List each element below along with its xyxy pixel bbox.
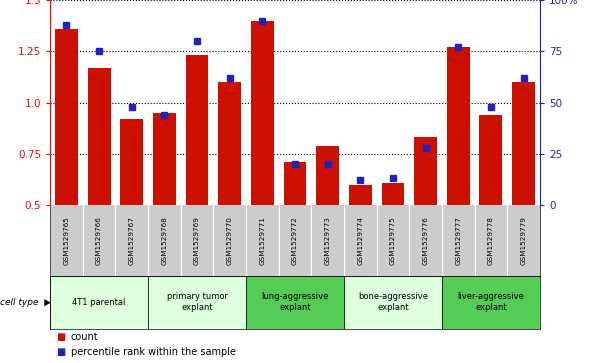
Bar xyxy=(153,113,176,205)
Bar xyxy=(442,276,540,329)
Bar xyxy=(55,29,78,205)
Text: count: count xyxy=(71,332,99,342)
Text: 4T1 parental: 4T1 parental xyxy=(73,298,126,307)
Bar xyxy=(284,162,306,205)
Bar xyxy=(246,276,344,329)
Text: GSM1529769: GSM1529769 xyxy=(194,216,200,265)
Text: bone-aggressive
explant: bone-aggressive explant xyxy=(358,293,428,312)
Text: cell type  ▶: cell type ▶ xyxy=(0,298,51,307)
Bar xyxy=(251,20,274,205)
Text: GSM1529773: GSM1529773 xyxy=(324,216,330,265)
Text: GSM1529771: GSM1529771 xyxy=(260,216,266,265)
Text: GSM1529775: GSM1529775 xyxy=(390,216,396,265)
Bar xyxy=(512,82,535,205)
Text: GSM1529767: GSM1529767 xyxy=(129,216,135,265)
Text: GSM1529772: GSM1529772 xyxy=(292,216,298,265)
Text: GSM1529765: GSM1529765 xyxy=(64,216,70,265)
Bar xyxy=(414,138,437,205)
Text: GSM1529778: GSM1529778 xyxy=(488,216,494,265)
Text: primary tumor
explant: primary tumor explant xyxy=(166,293,228,312)
Bar xyxy=(218,82,241,205)
Text: lung-aggressive
explant: lung-aggressive explant xyxy=(261,293,329,312)
Text: GSM1529776: GSM1529776 xyxy=(422,216,428,265)
Bar xyxy=(88,68,110,205)
Text: liver-aggressive
explant: liver-aggressive explant xyxy=(457,293,525,312)
Bar xyxy=(382,183,404,205)
Bar xyxy=(480,115,502,205)
Bar xyxy=(344,276,442,329)
Text: GSM1529777: GSM1529777 xyxy=(455,216,461,265)
Text: ■: ■ xyxy=(56,332,65,342)
Bar xyxy=(316,146,339,205)
Bar xyxy=(50,276,148,329)
Text: percentile rank within the sample: percentile rank within the sample xyxy=(71,347,236,357)
Text: GSM1529774: GSM1529774 xyxy=(358,216,363,265)
Text: GSM1529768: GSM1529768 xyxy=(162,216,168,265)
Text: GSM1529770: GSM1529770 xyxy=(227,216,232,265)
Bar xyxy=(148,276,246,329)
Text: GSM1529766: GSM1529766 xyxy=(96,216,102,265)
Text: ■: ■ xyxy=(56,347,65,357)
Bar xyxy=(447,47,470,205)
Bar xyxy=(120,119,143,205)
Bar xyxy=(186,56,208,205)
Text: GSM1529779: GSM1529779 xyxy=(520,216,526,265)
Bar xyxy=(349,184,372,205)
